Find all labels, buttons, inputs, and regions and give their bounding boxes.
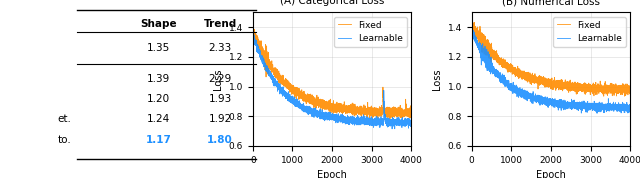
Learnable bbox=[534, 95, 542, 97]
Y-axis label: Loss: Loss bbox=[213, 69, 223, 90]
Learnable bbox=[403, 121, 410, 124]
Fixed bbox=[614, 90, 621, 92]
Learnable bbox=[324, 117, 332, 119]
Fixed bbox=[408, 111, 415, 113]
Fixed bbox=[600, 95, 607, 97]
Y-axis label: Loss: Loss bbox=[432, 69, 442, 90]
Learnable bbox=[614, 108, 621, 110]
Learnable bbox=[593, 112, 601, 114]
Fixed bbox=[403, 113, 410, 115]
Text: 1.93: 1.93 bbox=[209, 94, 232, 104]
Text: Shape: Shape bbox=[140, 19, 177, 29]
Learnable bbox=[249, 32, 257, 34]
Fixed bbox=[316, 102, 323, 104]
Text: 1.20: 1.20 bbox=[147, 94, 170, 104]
Fixed bbox=[386, 118, 394, 120]
Fixed bbox=[364, 111, 372, 113]
Learnable bbox=[408, 121, 415, 123]
Fixed bbox=[317, 101, 324, 103]
Learnable bbox=[627, 105, 634, 108]
Text: 1.35: 1.35 bbox=[147, 43, 170, 53]
Learnable bbox=[622, 104, 630, 106]
X-axis label: Epoch: Epoch bbox=[536, 170, 566, 178]
Line: Learnable: Learnable bbox=[253, 33, 412, 129]
Learnable bbox=[316, 114, 323, 117]
Fixed bbox=[249, 28, 257, 30]
Fixed bbox=[395, 112, 403, 114]
Learnable bbox=[468, 27, 476, 29]
Text: 1.17: 1.17 bbox=[146, 135, 172, 145]
Title: (B) Numerical Loss: (B) Numerical Loss bbox=[502, 0, 600, 6]
Text: et.: et. bbox=[58, 114, 72, 124]
Learnable bbox=[583, 105, 591, 107]
Text: Trend: Trend bbox=[204, 19, 237, 29]
Legend: Fixed, Learnable: Fixed, Learnable bbox=[553, 17, 626, 47]
Learnable bbox=[468, 28, 476, 30]
Text: 1.80: 1.80 bbox=[207, 135, 233, 145]
Learnable bbox=[388, 128, 396, 130]
X-axis label: Epoch: Epoch bbox=[317, 170, 347, 178]
Text: to.: to. bbox=[58, 135, 72, 145]
Line: Fixed: Fixed bbox=[253, 27, 412, 119]
Learnable bbox=[364, 117, 372, 120]
Fixed bbox=[622, 88, 630, 90]
Text: 2.29: 2.29 bbox=[209, 74, 232, 84]
Fixed bbox=[534, 77, 542, 79]
Legend: Fixed, Learnable: Fixed, Learnable bbox=[334, 17, 407, 47]
Line: Fixed: Fixed bbox=[472, 22, 630, 96]
Line: Learnable: Learnable bbox=[472, 28, 630, 113]
Learnable bbox=[317, 115, 324, 117]
Fixed bbox=[543, 82, 551, 84]
Fixed bbox=[324, 105, 332, 108]
Fixed bbox=[249, 26, 257, 28]
Title: (A) Categorical Loss: (A) Categorical Loss bbox=[280, 0, 384, 6]
Fixed bbox=[583, 88, 591, 90]
Learnable bbox=[543, 102, 551, 104]
Learnable bbox=[249, 36, 257, 38]
Fixed bbox=[627, 88, 634, 90]
Learnable bbox=[395, 123, 403, 125]
Text: 1.92: 1.92 bbox=[209, 114, 232, 124]
Fixed bbox=[470, 21, 478, 23]
Fixed bbox=[468, 29, 476, 31]
Text: 1.24: 1.24 bbox=[147, 114, 170, 124]
Fixed bbox=[536, 77, 543, 79]
Text: 2.33: 2.33 bbox=[209, 43, 232, 53]
Text: 1.39: 1.39 bbox=[147, 74, 170, 84]
Learnable bbox=[536, 100, 543, 102]
